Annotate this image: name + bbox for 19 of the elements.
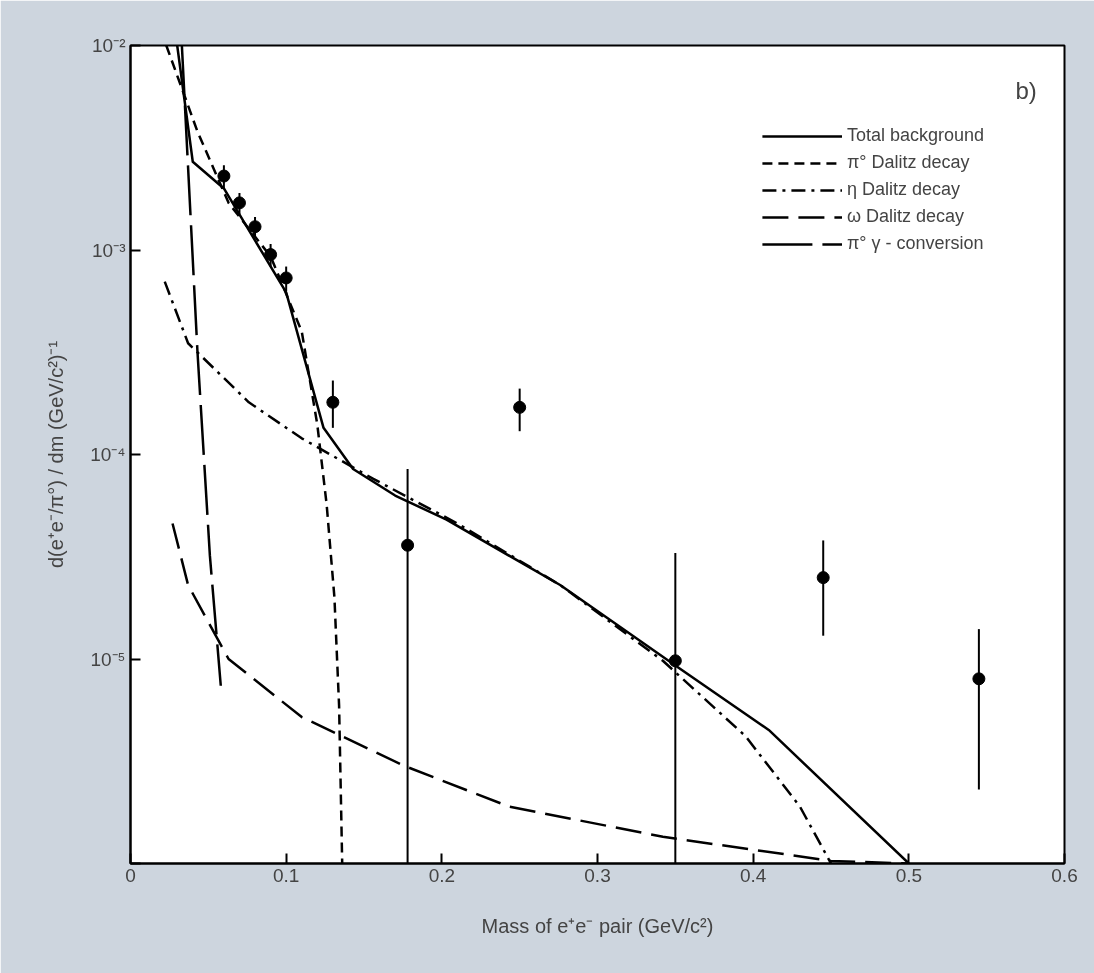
y-axis-title: d(e⁺e⁻/π°) / dm (GeV/c²)⁻¹ <box>45 340 68 569</box>
y-tick-label: 10⁻⁴ <box>90 444 126 465</box>
y-tick-label: 10⁻⁵ <box>90 648 126 670</box>
legend-label: ω Dalitz decay <box>846 206 965 227</box>
x-tick-label: 0.1 <box>272 864 300 886</box>
annotation: b) <box>1015 76 1037 104</box>
x-tick-label: 0.4 <box>739 864 767 886</box>
x-axis-title: Mass of e⁺e⁻ pair (GeV/c²) <box>481 914 714 937</box>
y-tick-label: 10⁻³ <box>92 239 126 261</box>
legend-label: η Dalitz decay <box>846 179 960 200</box>
x-tick-label: 0 <box>125 864 136 886</box>
legend-label: π° Dalitz decay <box>846 152 970 173</box>
x-tick-label: 0.2 <box>428 864 456 886</box>
x-tick-label: 0.3 <box>584 864 611 886</box>
legend-label: π° γ - conversion <box>846 233 984 254</box>
x-tick-label: 0.6 <box>1051 864 1078 886</box>
y-tick-label: 10⁻² <box>92 35 126 56</box>
x-tick-label: 0.5 <box>895 864 923 886</box>
legend-label: Total background <box>846 125 984 146</box>
